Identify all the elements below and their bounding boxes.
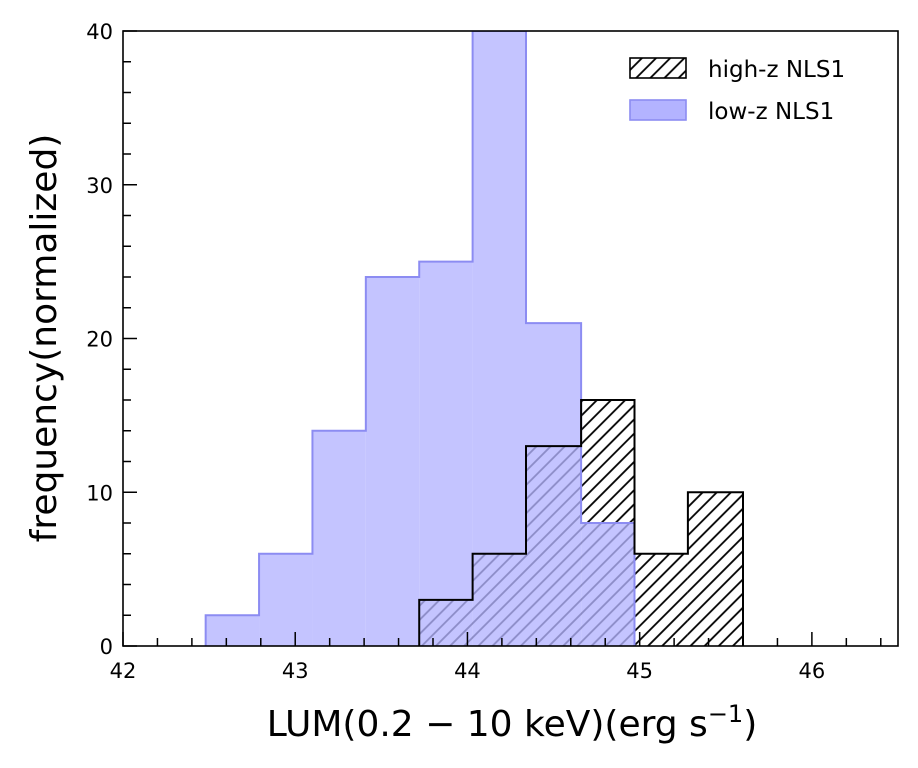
bar-low-z [581, 523, 635, 646]
tick-labels-layer: 42 43 44 45 46 0 10 20 30 40 [86, 20, 825, 683]
x-axis-title: LUM(0.2 − 10 keV)(erg s−1) [267, 700, 758, 745]
y-tick-label: 0 [100, 635, 113, 659]
x-tick-label: 45 [626, 659, 653, 683]
outline-low-z [204, 31, 636, 646]
bar-high-z [634, 553, 688, 646]
bar-low-z [312, 430, 366, 646]
bar-low-z [526, 323, 582, 646]
legend-swatch-low-z [629, 99, 687, 121]
bars-layer [204, 31, 744, 646]
bar-low-z [259, 553, 313, 646]
x-tick-label: 43 [282, 659, 309, 683]
x-tick-label: 46 [799, 659, 826, 683]
bar-high-z [687, 492, 743, 646]
y-tick-label: 10 [86, 481, 113, 505]
legend: high-z NLS1 low-z NLS1 [629, 57, 845, 125]
y-tick-label: 40 [86, 20, 113, 44]
plot-frame [122, 30, 899, 647]
bar-low-z [419, 261, 473, 646]
x-tick-label: 44 [454, 659, 481, 683]
y-tick-label: 30 [86, 174, 113, 198]
y-axis-title: frequency(normalized) [24, 134, 65, 543]
legend-label-low-z: low-z NLS1 [708, 99, 834, 125]
bar-low-z [472, 31, 526, 646]
y-tick-label: 20 [86, 328, 113, 352]
bar-low-z [365, 277, 420, 646]
outline-high-z [418, 399, 744, 646]
bar-low-z [205, 615, 260, 646]
legend-label-high-z: high-z NLS1 [708, 57, 845, 83]
legend-swatch-high-z [629, 57, 687, 79]
x-tick-label: 42 [110, 659, 137, 683]
